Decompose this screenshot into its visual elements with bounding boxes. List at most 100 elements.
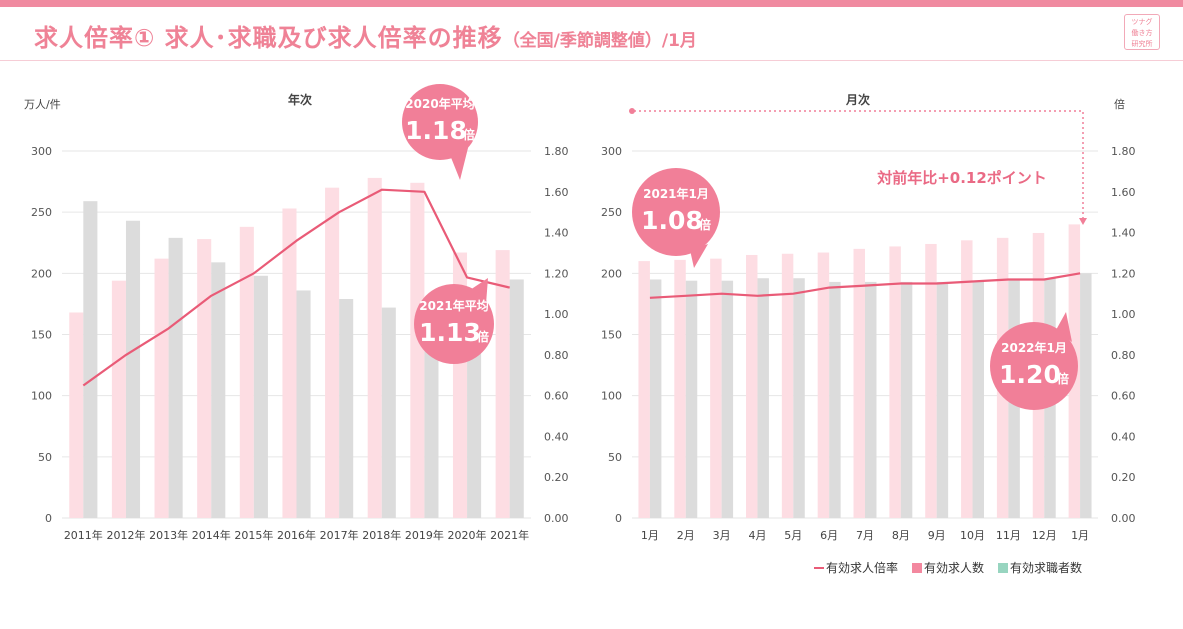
brand-logo: ツナグ 働き方 研究所 bbox=[1124, 14, 1160, 50]
monthly-x-tick-label: 4月 bbox=[748, 529, 766, 542]
monthly-seekers-bar bbox=[649, 279, 662, 518]
monthly-openings-bar bbox=[925, 243, 937, 518]
annual-x-tick-label: 2016年 bbox=[277, 528, 316, 542]
monthly-seekers-bar bbox=[757, 278, 769, 518]
callout-2020-average-value: 1.18 bbox=[405, 116, 467, 145]
compare-arrowhead bbox=[1079, 218, 1087, 225]
page-title: 求人倍率① 求人･求職及び求人倍率の推移（全国/季節調整値）/1月 bbox=[34, 18, 697, 53]
monthly-x-tick-label: 3月 bbox=[713, 529, 731, 542]
annual-openings-bar bbox=[410, 182, 425, 518]
monthly-y-tick-label: 50 bbox=[608, 451, 622, 464]
monthly-openings-bar bbox=[889, 246, 901, 519]
annual-y2-tick-label: 1.80 bbox=[544, 145, 569, 158]
monthly-x-tick-label: 10月 bbox=[960, 529, 985, 542]
annual-seekers-bar bbox=[253, 275, 268, 518]
monthly-y-tick-label: 250 bbox=[601, 206, 622, 219]
annual-y2-tick-label: 0.40 bbox=[544, 430, 569, 443]
monthly-x-tick-label: 2月 bbox=[677, 529, 695, 542]
compare-start-dot bbox=[629, 108, 635, 114]
annual-y-tick-label: 50 bbox=[38, 451, 52, 464]
annual-openings-bar bbox=[282, 208, 297, 518]
annual-x-tick-label: 2020年 bbox=[448, 528, 487, 542]
monthly-x-tick-label: 5月 bbox=[784, 529, 802, 542]
monthly-y2-tick-label: 0.80 bbox=[1111, 349, 1136, 362]
callout-2020-average-bubble bbox=[402, 84, 478, 160]
annual-x-tick-label: 2014年 bbox=[192, 528, 231, 542]
monthly-y2-tick-label: 1.80 bbox=[1111, 145, 1136, 158]
legend-label-openings: 有効求人数 bbox=[924, 561, 985, 575]
monthly-y-tick-label: 200 bbox=[601, 267, 622, 280]
monthly-seekers-bar bbox=[1080, 273, 1092, 518]
callout-2021-average-unit: 倍 bbox=[477, 329, 489, 344]
legend-line-swatch bbox=[814, 566, 824, 569]
annual-y2-tick-label: 1.40 bbox=[544, 227, 569, 240]
legend-item-ratio: 有効求人倍率 bbox=[814, 559, 898, 576]
annual-seekers-bar bbox=[211, 262, 226, 518]
legend-seekers-swatch bbox=[998, 562, 1009, 573]
monthly-x-tick-label: 1月 bbox=[641, 529, 659, 542]
monthly-seekers-bar bbox=[829, 281, 841, 518]
yoy-change-label: 対前年比+0.12ポイント bbox=[876, 169, 1047, 187]
monthly-openings-bar bbox=[638, 261, 650, 518]
annual-openings-bar bbox=[197, 239, 212, 518]
compare-connector bbox=[634, 110, 1084, 220]
callout-2022-january-value: 1.20 bbox=[999, 360, 1061, 389]
annual-y-unit-label: 万人/件 bbox=[24, 98, 61, 111]
annual-x-tick-label: 2015年 bbox=[234, 528, 273, 542]
annual-x-tick-label: 2021年 bbox=[490, 528, 529, 542]
callout-2021-january-label: 2021年1月 bbox=[643, 186, 709, 201]
monthly-x-tick-label: 11月 bbox=[996, 529, 1021, 542]
annual-seekers-bar bbox=[83, 201, 98, 518]
monthly-seekers-bar bbox=[900, 281, 913, 518]
monthly-y2-tick-label: 0.20 bbox=[1111, 471, 1136, 484]
monthly-y-tick-label: 150 bbox=[601, 329, 622, 342]
annual-y2-tick-label: 1.60 bbox=[544, 186, 569, 199]
annual-openings-bar bbox=[111, 280, 126, 518]
callout-2021-average-label: 2021年平均 bbox=[419, 298, 488, 313]
monthly-x-tick-label: 1月 bbox=[1071, 529, 1089, 542]
callout-2022-january-bubble bbox=[990, 322, 1078, 410]
callout-2020-average-label: 2020年平均 bbox=[405, 96, 474, 111]
annual-y2-tick-label: 0.20 bbox=[544, 471, 569, 484]
title-divider bbox=[0, 60, 1183, 61]
annual-y2-tick-label: 0.60 bbox=[544, 390, 569, 403]
monthly-x-tick-label: 12月 bbox=[1032, 529, 1057, 542]
annual-openings-bar bbox=[325, 187, 340, 518]
title-main: 求人倍率① 求人･求職及び求人倍率の推移 bbox=[34, 24, 503, 52]
annual-seekers-bar bbox=[125, 220, 141, 519]
annual-openings-bar bbox=[69, 312, 84, 518]
legend-item-openings: 有効求人数 bbox=[912, 559, 984, 576]
annual-y-tick-label: 300 bbox=[31, 145, 52, 158]
monthly-y2-unit-label: 倍 bbox=[1114, 97, 1125, 111]
monthly-openings-bar bbox=[817, 252, 830, 518]
monthly-openings-bar bbox=[674, 259, 686, 518]
monthly-openings-bar bbox=[781, 253, 794, 518]
annual-seekers-bar bbox=[509, 279, 524, 518]
callout-2021-january-value: 1.08 bbox=[641, 206, 703, 235]
annual-y-tick-label: 200 bbox=[31, 267, 52, 280]
callout-2022-january-unit: 倍 bbox=[1057, 371, 1069, 386]
annual-seekers-bar bbox=[424, 312, 439, 518]
monthly-openings-bar bbox=[961, 240, 973, 518]
callout-2021-january-bubble bbox=[632, 168, 720, 256]
annual-y2-tick-label: 0.00 bbox=[544, 512, 569, 525]
chart-legend: 有効求人倍率 有効求人数 有効求職者数 bbox=[814, 559, 1082, 576]
annual-seekers-bar bbox=[381, 307, 396, 518]
monthly-x-tick-label: 6月 bbox=[820, 529, 838, 542]
monthly-seekers-bar bbox=[972, 281, 985, 518]
annual-x-tick-label: 2018年 bbox=[362, 528, 401, 542]
callout-2021-average-bubble bbox=[414, 284, 494, 364]
logo-line: 研究所 bbox=[1131, 40, 1153, 48]
monthly-y2-tick-label: 1.00 bbox=[1111, 308, 1136, 321]
callout-2022-january-label: 2022年1月 bbox=[1001, 340, 1067, 355]
annual-y-tick-label: 250 bbox=[31, 206, 52, 219]
legend-openings-swatch bbox=[912, 562, 923, 573]
top-accent-bar bbox=[0, 0, 1183, 7]
monthly-x-tick-label: 8月 bbox=[892, 529, 910, 542]
annual-y2-tick-label: 1.00 bbox=[544, 308, 569, 321]
monthly-openings-bar bbox=[710, 258, 722, 518]
monthly-seekers-bar bbox=[865, 281, 877, 518]
annual-openings-bar bbox=[495, 250, 510, 518]
annual-y2-tick-label: 1.20 bbox=[544, 267, 569, 280]
logo-line: ツナグ bbox=[1131, 18, 1153, 26]
